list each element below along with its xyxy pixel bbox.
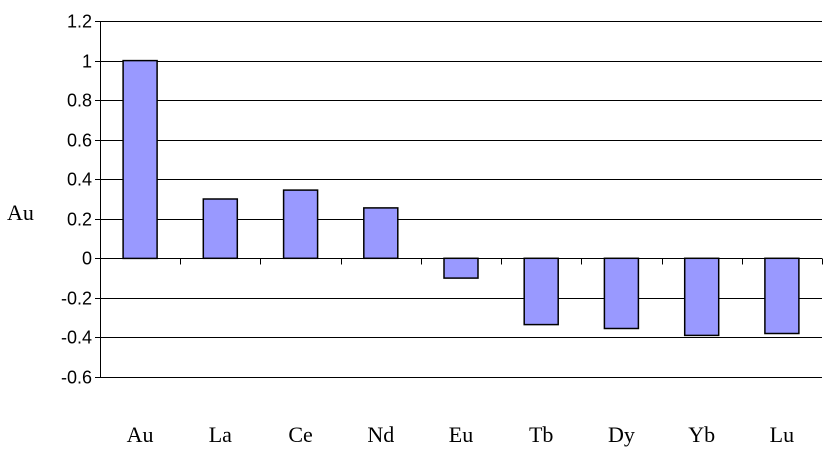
category-label: Ce [288,422,312,447]
x-axis-ticks [100,258,823,265]
y-tick-label: -0.2 [61,289,92,309]
y-axis-title: Au [7,200,34,225]
bar-ce [282,189,319,260]
y-tick-labels: -0.6 -0.4 -0.2 0 0.2 0.4 0.6 0.8 1 1.2 [61,12,100,388]
y-tick-label: -0.4 [61,328,92,348]
category-label: Tb [529,422,553,447]
bar-yb [683,257,720,337]
y-tick-label: 1.2 [67,12,92,32]
category-label: La [209,422,232,447]
y-tick-label: 1 [82,52,92,72]
bars [122,59,800,337]
bar-au [122,59,158,260]
y-tick-label: -0.6 [61,368,92,388]
category-labels: Au La Ce Nd Eu Tb Dy Yb Lu [127,422,794,447]
y-tick-label: 0.6 [67,131,92,151]
bar-tb [523,257,559,326]
bar-nd [363,207,399,260]
category-label: Nd [367,422,394,447]
bar-eu [443,257,479,279]
y-tick-label: 0.2 [67,210,92,230]
category-label: Au [127,422,154,447]
bar-lu [764,257,800,335]
bar-la [202,198,239,260]
bar-dy [603,257,640,330]
y-tick-label: 0.4 [67,170,92,190]
category-label: Eu [449,422,473,447]
y-tick-label: 0.8 [67,91,92,111]
category-label: Lu [770,422,794,447]
category-label: Dy [608,422,635,447]
y-tick-label: 0 [82,249,92,269]
category-label: Yb [688,422,715,447]
